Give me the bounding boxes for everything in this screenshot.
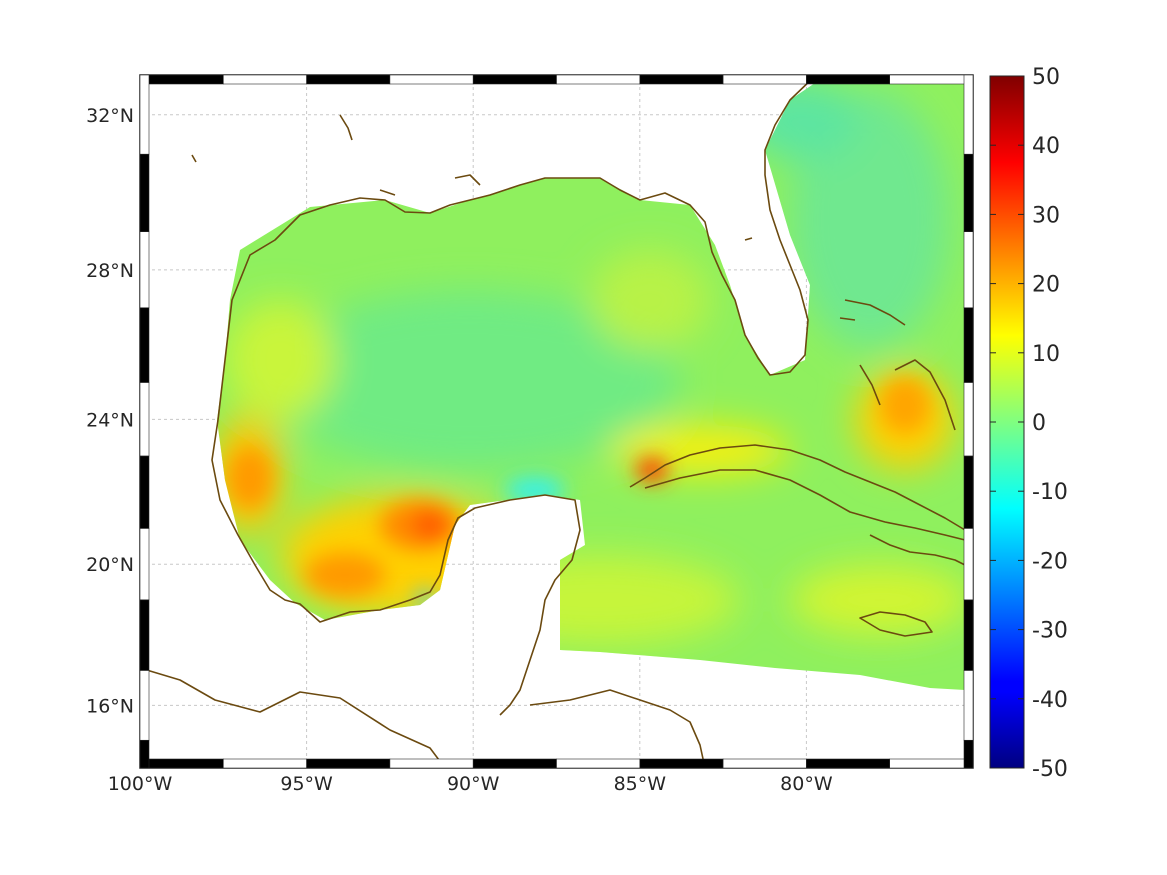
frame-bar-segment (139, 599, 150, 671)
frame-bar-segment (556, 74, 641, 85)
coastline-islands (191, 114, 753, 241)
frame-bar-segment (963, 455, 974, 529)
frame-bar-segment (806, 74, 891, 85)
longitude-tick-label: 95°W (280, 773, 333, 795)
sea-surface-field (217, 83, 965, 690)
frame-bar-segment (963, 231, 974, 309)
coastline-jamaica (859, 611, 933, 637)
frame-bar-segment (806, 758, 891, 769)
field-warm-patch (225, 300, 335, 420)
field-warm-patch (460, 555, 740, 645)
colorbar-ticks: 50 40 30 20 10 0 -10 -20 -30 -40 -50 (990, 65, 1068, 782)
frame-bar-segment (139, 455, 150, 529)
frame-bar-segment (722, 74, 807, 85)
frame-bar-segment (889, 758, 974, 769)
field-hotspot (880, 377, 930, 433)
colorbar-tick-label: 10 (1032, 342, 1060, 367)
frame-bar-segment (139, 307, 150, 383)
colorbar-tick-label: -10 (1032, 480, 1068, 505)
latitude-tick-label: 28°N (86, 260, 134, 282)
frame-bar-segment (139, 153, 150, 233)
coastline-cuba (629, 444, 966, 541)
field-cold-spot (415, 590, 435, 606)
colorbar-tick-label: 30 (1032, 203, 1060, 228)
frame-bar-segment (963, 382, 974, 457)
field-hotspot (305, 553, 385, 597)
longitude-tick-label: 85°W (614, 773, 667, 795)
field-cooler-patch (260, 290, 680, 470)
frame-bar-segment (963, 153, 974, 233)
longitude-tick-label: 100°W (108, 773, 173, 795)
longitude-tick-label: 80°W (780, 773, 833, 795)
frame-bar-segment (139, 74, 150, 155)
longitude-tick-label: 90°W (447, 773, 500, 795)
frame-bar-segment (963, 74, 974, 155)
map-frame-bars (139, 74, 974, 769)
frame-bar-segment (556, 758, 641, 769)
frame-bar-segment (963, 670, 974, 741)
field-cold-spot (505, 478, 565, 502)
frame-bar-segment (223, 758, 307, 769)
frame-bar-segment (389, 758, 474, 769)
frame-bar-segment (963, 739, 974, 769)
field-warm-patch (790, 565, 965, 635)
colorbar-tick-label: 20 (1032, 273, 1060, 298)
coastlines (139, 75, 966, 769)
frame-bar-segment (963, 599, 974, 671)
frame-bar-segment (139, 670, 150, 741)
frame-bar-segment (963, 528, 974, 601)
coastline-gulf-north (217, 75, 816, 421)
coastline-central-america (139, 667, 446, 769)
field-warm-patch (590, 250, 710, 350)
frame-bar-segment (223, 74, 307, 85)
latitude-tick-label: 32°N (86, 105, 134, 127)
frame-bar-segment (139, 739, 150, 769)
coastline-gulf-west (211, 419, 581, 716)
latitude-tick-label: 20°N (86, 554, 134, 576)
latitude-labels: 32°N 28°N 24°N 20°N 16°N (86, 105, 134, 718)
frame-bar-segment (472, 758, 557, 769)
frame-bar-segment (139, 382, 150, 457)
frame-bar-segment (306, 758, 391, 769)
frame-bar-segment (963, 307, 974, 383)
latitude-tick-label: 24°N (86, 409, 134, 431)
longitude-labels: 100°W 95°W 90°W 85°W 80°W (108, 773, 833, 795)
frame-bar-segment (139, 758, 224, 769)
field-hotspot (228, 448, 272, 508)
colorbar-tick-label: 50 (1032, 65, 1060, 90)
colorbar-tick-label: 40 (1032, 134, 1060, 159)
frame-bar-segment (639, 74, 724, 85)
field-cooler-patch (790, 90, 950, 350)
frame-bar-segment (722, 758, 807, 769)
colorbar-tick-label: -30 (1032, 619, 1068, 644)
coastline-honduras (529, 689, 706, 769)
colorbar-tick-label: -50 (1032, 757, 1068, 782)
frame-bar-segment (472, 74, 557, 85)
frame-bar-segment (889, 74, 974, 85)
frame-bar-segment (306, 74, 391, 85)
frame-bar-segment (139, 231, 150, 309)
frame-bar-segment (389, 74, 474, 85)
colorbar-tick-label: -40 (1032, 688, 1068, 713)
frame-bar-segment (639, 758, 724, 769)
colorbar-tick-label: 0 (1032, 411, 1046, 436)
frame-bar-segment (139, 528, 150, 601)
field-cooler-patch (740, 83, 860, 160)
latitude-tick-label: 16°N (86, 695, 134, 717)
frame-bar-segment (139, 74, 224, 85)
field-hotspot (412, 510, 448, 540)
coastline-hispaniola (869, 534, 966, 566)
coastline-bahamas (839, 299, 956, 431)
colorbar-tick-label: -20 (1032, 549, 1068, 574)
field-hotspot (636, 458, 668, 482)
